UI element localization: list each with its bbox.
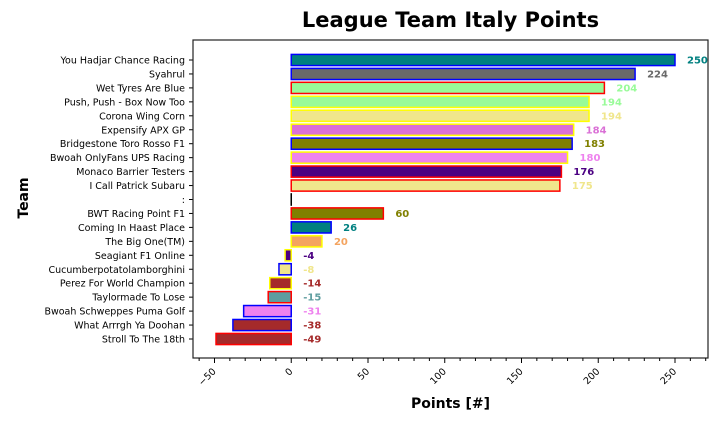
y-tick-label: Coming In Haast Place [78,223,185,234]
bar [291,110,589,121]
y-tick-label: Bridgestone Toro Rosso F1 [60,139,185,150]
bar-value-label: 184 [586,125,607,136]
y-tick-label: Cucumberpotatolamborghini [48,265,185,276]
bar [291,54,675,65]
bar-value-label: 194 [601,111,622,122]
bar [291,82,604,93]
bar [279,264,291,275]
bar-value-label: -38 [303,321,321,332]
bar-value-label: -4 [303,251,314,262]
y-tick-label: Bwoah Schweppes Puma Golf [44,307,185,318]
y-tick-label: Corona Wing Corn [99,111,185,122]
bar-value-label: 224 [647,69,668,80]
x-tick-label: 150 [505,366,526,387]
x-tick-label: 50 [356,366,372,382]
bar [291,96,589,107]
bar [291,152,567,163]
bar [291,180,560,191]
y-tick-label: Expensify APX GP [101,125,185,136]
y-tick-label: : [182,195,185,206]
bar [291,138,572,149]
bar-value-label: 175 [572,181,593,192]
bar-value-label: 183 [584,139,605,150]
bar-value-label: 250 [687,56,708,67]
y-tick-label: The Big One(TM) [104,237,185,248]
y-tick-label: BWT Racing Point F1 [87,209,185,220]
bar [244,306,292,317]
x-tick-label: 200 [582,366,603,387]
x-tick-label: 100 [428,366,449,387]
x-tick-label: −50 [197,366,219,388]
bar-value-label: 194 [601,97,622,108]
bar-value-label: 180 [580,153,601,164]
bar [285,250,291,261]
y-tick-label: Wet Tyres Are Blue [96,83,185,94]
chart-title: League Team Italy Points [193,8,708,32]
bar-value-label: 176 [573,167,594,178]
x-tick-label: 250 [659,366,680,387]
y-tick-label: Syahrul [149,69,185,80]
bar-value-label: -8 [303,265,314,276]
y-tick-label: What Arrrgh Ya Doohan [74,321,185,332]
bar-value-label: -31 [303,307,321,318]
y-tick-label: You Hadjar Chance Racing [60,56,186,67]
bar-value-label: -49 [303,335,321,346]
bar-value-label: 26 [343,223,357,234]
bar [233,319,291,330]
y-tick-label: Push, Push - Box Now Too [64,97,185,108]
bar [270,278,291,289]
y-tick-label: Monaco Barrier Testers [76,167,185,178]
bar [268,292,291,303]
bar [216,333,291,344]
y-tick-label: Taylormade To Lose [91,293,185,304]
bar-value-label: -14 [303,279,321,290]
x-tick-label: 0 [283,366,295,378]
bar-value-label: 204 [616,83,637,94]
bar [291,222,331,233]
y-axis-label: Team [16,168,32,228]
x-axis-label: Points [#] [193,396,708,412]
bar-value-label: 20 [334,237,348,248]
bar [291,236,322,247]
bar [291,124,573,135]
y-tick-label: Seagiant F1 Online [95,251,185,262]
y-tick-label: Bwoah OnlyFans UPS Racing [50,153,185,164]
bar-value-label: 60 [395,209,409,220]
y-tick-label: Stroll To The 18th [102,335,185,346]
bar [291,68,635,79]
y-tick-label: Perez For World Champion [60,279,185,290]
bar [291,166,561,177]
y-tick-label: I Call Patrick Subaru [89,181,185,192]
bar [291,208,383,219]
bar-value-label: -15 [303,293,321,304]
